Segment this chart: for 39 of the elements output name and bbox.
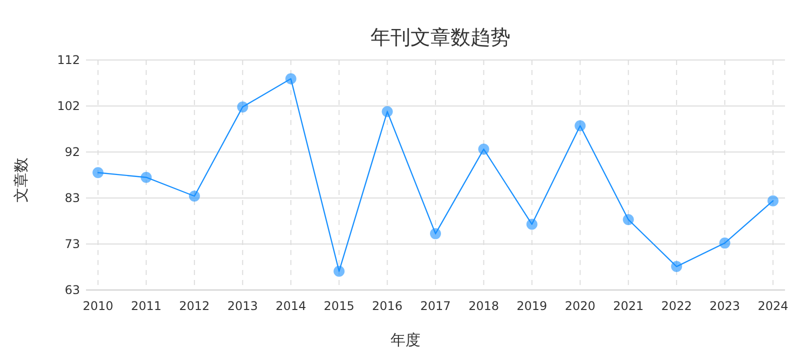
x-tick-label: 2017: [420, 299, 451, 313]
point: [768, 195, 778, 206]
point: [430, 228, 441, 240]
point: [188, 190, 200, 202]
point: [140, 172, 152, 183]
y-tick-label: 92: [64, 145, 80, 159]
x-tick-label: 2013: [227, 299, 258, 313]
y-tick-label: 83: [64, 191, 80, 205]
point: [237, 101, 248, 112]
x-tick-label: 2024: [758, 299, 788, 313]
point: [526, 218, 538, 230]
x-tick-label: 2014: [276, 299, 306, 313]
x-tick-label: 2020: [564, 299, 596, 313]
point: [478, 144, 490, 155]
point: [671, 261, 682, 272]
point: [574, 120, 586, 132]
x-tick-label: 2015: [324, 299, 354, 313]
x-tick-label: 2016: [372, 299, 403, 313]
y-tick-label: 63: [64, 283, 80, 297]
point: [92, 167, 104, 178]
x-tick-label: 2011: [130, 299, 162, 313]
y-tick-label: 102: [57, 99, 80, 113]
point: [285, 73, 296, 84]
x-tick-label: 2022: [661, 299, 692, 313]
point: [622, 214, 634, 226]
point: [334, 266, 345, 277]
x-axis-title: 年度: [390, 331, 420, 349]
y-tick-label: 73: [64, 237, 80, 251]
x-tick-label: 2019: [516, 299, 548, 313]
y-tick-label: 112: [57, 53, 80, 67]
point: [382, 106, 393, 118]
x-tick-label: 2021: [613, 299, 644, 313]
x-tick-label: 2010: [82, 299, 114, 313]
x-tick-label: 2023: [710, 299, 740, 313]
y-axis-title: 文章数: [12, 158, 30, 202]
x-tick-label: 2012: [179, 299, 210, 313]
chart-title: 年刊文章数趋势: [370, 25, 510, 49]
x-tick-label: 2018: [468, 299, 499, 313]
point: [719, 238, 730, 249]
